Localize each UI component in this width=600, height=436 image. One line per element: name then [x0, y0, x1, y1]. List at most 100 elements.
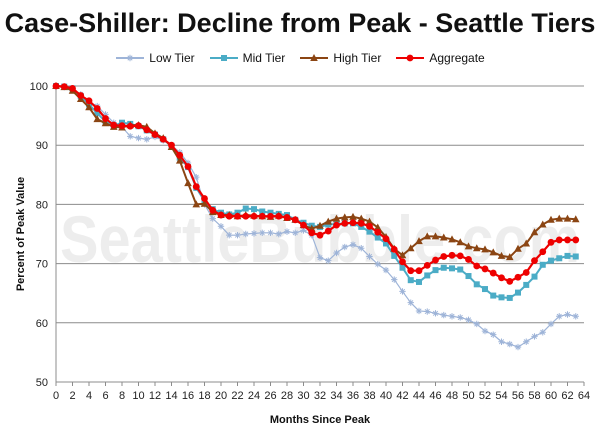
data-point-aggregate: [555, 236, 563, 244]
data-point-mid-tier: [391, 252, 398, 259]
data-point-mid-tier: [416, 278, 422, 285]
data-point-low-tier: [424, 308, 431, 315]
x-tick-label: 26: [264, 390, 276, 402]
x-tick-label: 12: [149, 390, 161, 402]
data-point-low-tier: [465, 316, 472, 324]
x-tick-label: 8: [119, 390, 125, 402]
data-point-low-tier: [399, 288, 406, 295]
data-point-low-tier: [275, 230, 282, 238]
x-tick-label: 54: [495, 390, 507, 402]
data-point-aggregate: [357, 219, 365, 227]
legend-swatch-low-tier: [116, 54, 145, 62]
data-point-mid-tier: [366, 228, 373, 235]
data-point-mid-tier: [267, 209, 274, 216]
data-point-aggregate: [522, 269, 530, 276]
legend-item-mid-tier: Mid Tier: [209, 51, 285, 65]
data-point-aggregate: [217, 211, 225, 219]
data-point-mid-tier: [242, 205, 249, 212]
legend-label-low-tier: Low Tier: [149, 51, 195, 65]
data-point-aggregate: [93, 105, 101, 112]
data-point-high-tier: [373, 223, 382, 231]
data-point-low-tier: [349, 241, 357, 248]
data-point-high-tier: [340, 213, 349, 221]
data-point-high-tier: [439, 233, 448, 241]
data-point-low-tier: [556, 313, 563, 320]
data-point-low-tier: [333, 249, 340, 257]
data-point-aggregate: [564, 236, 571, 244]
x-axis-label: Months Since Peak: [270, 414, 371, 426]
data-point-aggregate: [250, 212, 258, 220]
data-point-aggregate: [209, 206, 217, 214]
data-point-high-tier: [472, 244, 481, 252]
data-point-mid-tier: [490, 292, 497, 299]
data-point-mid-tier: [539, 261, 546, 268]
series-line-low-tier: [55, 85, 576, 348]
data-point-aggregate: [291, 216, 299, 224]
data-point-aggregate: [258, 212, 266, 220]
data-point-high-tier: [464, 242, 473, 250]
data-point-aggregate: [456, 252, 464, 260]
data-point-aggregate: [102, 115, 109, 122]
x-tick-label: 6: [102, 390, 108, 402]
data-point-high-tier: [192, 200, 201, 208]
data-point-mid-tier: [515, 289, 521, 296]
data-point-aggregate: [324, 227, 332, 235]
x-tick-label: 40: [380, 390, 392, 402]
data-point-low-tier: [523, 338, 530, 345]
data-point-mid-tier: [473, 281, 480, 288]
data-point-high-tier: [85, 103, 93, 111]
data-point-mid-tier: [407, 277, 414, 284]
data-point-high-tier: [547, 215, 555, 223]
data-point-aggregate: [432, 256, 439, 264]
data-point-mid-tier: [548, 257, 554, 264]
data-point-aggregate: [473, 262, 481, 270]
y-tick-label: 70: [36, 259, 48, 271]
y-axis-label: Percent of Peak Value: [15, 177, 27, 291]
data-point-aggregate: [407, 267, 415, 275]
data-point-aggregate: [572, 236, 580, 244]
x-tick-label: 62: [561, 390, 573, 402]
data-point-low-tier: [300, 227, 307, 234]
data-point-high-tier: [456, 238, 465, 246]
legend-item-high-tier: High Tier: [299, 51, 381, 65]
data-point-mid-tier: [374, 234, 381, 241]
x-tick-label: 14: [165, 390, 177, 402]
legend: Low Tier Mid Tier High Tier Aggregate: [0, 51, 600, 65]
data-point-mid-tier: [259, 208, 266, 215]
data-point-aggregate: [382, 235, 390, 243]
x-tick-label: 24: [248, 390, 260, 402]
series-layer: [52, 82, 580, 351]
data-point-high-tier: [431, 232, 440, 240]
data-point-high-tier: [522, 239, 531, 247]
data-point-high-tier: [349, 212, 357, 220]
data-point-aggregate: [390, 245, 398, 253]
data-point-aggregate: [440, 253, 448, 260]
data-point-aggregate: [242, 212, 250, 220]
data-point-aggregate: [415, 267, 423, 275]
data-point-low-tier: [506, 340, 513, 348]
data-point-mid-tier: [358, 223, 365, 230]
data-point-aggregate: [498, 274, 505, 282]
data-point-low-tier: [564, 311, 571, 318]
data-point-mid-tier: [424, 272, 431, 279]
legend-marker: [127, 54, 134, 62]
x-tick-label: 42: [396, 390, 408, 402]
data-point-low-tier: [374, 260, 381, 268]
series-aggregate: [52, 82, 580, 285]
data-point-low-tier: [498, 338, 505, 345]
data-point-mid-tier: [506, 294, 513, 301]
y-tick-label: 90: [36, 140, 48, 152]
data-point-low-tier: [341, 243, 348, 251]
data-point-high-tier: [175, 156, 184, 164]
legend-swatch-high-tier: [300, 54, 329, 61]
data-point-high-tier: [497, 251, 506, 259]
data-point-aggregate: [374, 228, 382, 236]
data-point-low-tier: [514, 343, 522, 351]
x-tick-label: 50: [462, 390, 474, 402]
data-point-low-tier: [226, 231, 233, 239]
data-point-mid-tier: [482, 286, 488, 293]
data-point-mid-tier: [399, 264, 406, 271]
data-point-low-tier: [283, 228, 291, 235]
